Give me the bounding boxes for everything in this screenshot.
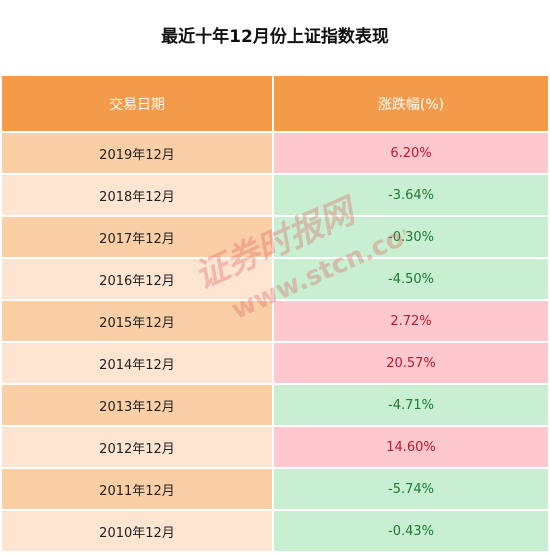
index-performance-table: 交易日期 涨跌幅(%) 2019年12月 6.20% 2018年12月 -3.64% 2… <box>2 76 548 553</box>
date-cell: 2014年12月 <box>2 343 274 383</box>
change-cell: 2.72% <box>274 301 548 341</box>
change-cell: -4.50% <box>274 259 548 299</box>
change-cell: -0.30% <box>274 217 548 257</box>
date-cell: 2011年12月 <box>2 469 274 509</box>
table-row: 2015年12月 2.72% <box>2 301 548 343</box>
change-cell: -5.74% <box>274 469 548 509</box>
date-cell: 2013年12月 <box>2 385 274 425</box>
date-cell: 2016年12月 <box>2 259 274 299</box>
table-row: 2011年12月 -5.74% <box>2 469 548 511</box>
change-cell: -3.64% <box>274 175 548 215</box>
date-cell: 2019年12月 <box>2 133 274 173</box>
date-cell: 2018年12月 <box>2 175 274 215</box>
table-row: 2010年12月 -0.43% <box>2 511 548 553</box>
table-row: 2012年12月 14.60% <box>2 427 548 469</box>
change-cell: -0.43% <box>274 511 548 551</box>
change-cell: 20.57% <box>274 343 548 383</box>
change-cell: 6.20% <box>274 133 548 173</box>
table-row: 2016年12月 -4.50% <box>2 259 548 301</box>
table-row: 2018年12月 -3.64% <box>2 175 548 217</box>
date-cell: 2015年12月 <box>2 301 274 341</box>
header-change: 涨跌幅(%) <box>274 76 548 131</box>
page-title: 最近十年12月份上证指数表现 <box>161 27 389 47</box>
table-header-row: 交易日期 涨跌幅(%) <box>2 76 548 133</box>
table-row: 2017年12月 -0.30% <box>2 217 548 259</box>
date-cell: 2010年12月 <box>2 511 274 551</box>
change-cell: -4.71% <box>274 385 548 425</box>
table-row: 2013年12月 -4.71% <box>2 385 548 427</box>
date-cell: 2012年12月 <box>2 427 274 467</box>
table-row: 2014年12月 20.57% <box>2 343 548 385</box>
change-cell: 14.60% <box>274 427 548 467</box>
table-row: 2019年12月 6.20% <box>2 133 548 175</box>
date-cell: 2017年12月 <box>2 217 274 257</box>
header-date: 交易日期 <box>2 76 274 131</box>
table-body: 2019年12月 6.20% 2018年12月 -3.64% 2017年12月 -0.30… <box>2 133 548 553</box>
